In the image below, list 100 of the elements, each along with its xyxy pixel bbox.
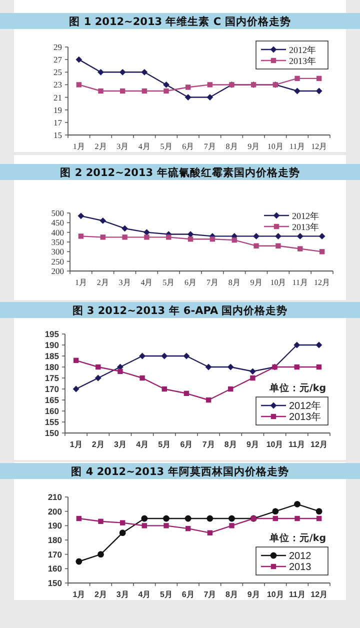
y-tick-label: 250 — [51, 256, 64, 266]
point — [229, 523, 234, 528]
point — [187, 231, 194, 238]
point — [228, 386, 234, 392]
chart-title: 图 4 2012~2013 年阿莫西林国内价格走势 — [71, 465, 289, 478]
y-tick-label: 160 — [44, 406, 60, 416]
point — [294, 76, 300, 82]
x-tick-label: 7月 — [202, 440, 215, 449]
point — [250, 375, 256, 381]
point — [141, 68, 148, 76]
y-tick-label: 170 — [48, 549, 62, 560]
point — [98, 518, 104, 524]
x-tick-label: 10月 — [266, 590, 284, 599]
legend-label: 2013年 — [289, 411, 322, 423]
point — [275, 233, 282, 240]
point — [162, 386, 167, 392]
point — [166, 234, 172, 240]
point — [316, 508, 322, 515]
point — [316, 342, 322, 348]
point — [185, 84, 191, 90]
point — [100, 234, 106, 240]
x-tick-label: 5月 — [160, 142, 172, 151]
x-tick-label: 11月 — [289, 590, 306, 599]
point — [254, 243, 259, 248]
point — [100, 218, 106, 224]
point — [210, 236, 216, 242]
point — [76, 516, 82, 522]
annotation: 单位：元/kg — [268, 382, 326, 394]
x-tick-label: 9月 — [248, 142, 260, 151]
point — [316, 516, 322, 522]
point — [76, 82, 82, 88]
point — [184, 515, 192, 522]
point — [184, 94, 192, 100]
point — [140, 375, 145, 381]
point — [316, 76, 322, 82]
x-tick-label: 9月 — [250, 278, 262, 287]
chart-title: 图 3 2012~2013 年 6-APA 国内价格走势 — [72, 304, 288, 317]
point — [122, 225, 128, 232]
x-tick-label: 5月 — [160, 590, 172, 599]
y-tick-label: 200 — [48, 506, 62, 516]
y-tick-label: 150 — [44, 428, 60, 438]
x-tick-label: 4月 — [138, 590, 151, 599]
x-tick-label: 4月 — [140, 278, 153, 287]
x-tick-label: 10月 — [270, 278, 286, 287]
x-tick-label: 12月 — [314, 278, 330, 287]
legend-label: 2013年 — [292, 222, 319, 232]
point — [319, 249, 325, 254]
point — [94, 374, 102, 382]
point — [161, 352, 168, 360]
point — [207, 82, 213, 88]
x-tick-label: 3月 — [116, 590, 129, 599]
point — [272, 516, 278, 522]
point — [142, 523, 148, 528]
point — [118, 368, 123, 374]
x-tick-label: 9月 — [246, 440, 259, 449]
chart-title: 图 2 2012~2013 年硫氰酸红霉素国内价格走势 — [60, 166, 300, 179]
y-tick-label: 185 — [44, 351, 60, 361]
legend-label: 2012年 — [292, 211, 319, 221]
x-tick-label: 8月 — [228, 278, 240, 287]
point — [120, 88, 126, 94]
y-tick-label: 15 — [54, 130, 62, 140]
point — [78, 234, 84, 239]
point — [163, 515, 170, 522]
point — [76, 558, 82, 565]
point — [294, 516, 300, 522]
point — [250, 368, 256, 375]
y-tick-label: 210 — [48, 492, 62, 502]
x-tick-label: 2月 — [92, 440, 104, 449]
point — [122, 234, 128, 240]
point — [183, 352, 190, 360]
y-tick-label: 190 — [44, 340, 60, 350]
x-tick-label: 10月 — [267, 142, 284, 151]
y-tick-label: 400 — [51, 227, 64, 238]
x-tick-label: 6月 — [182, 142, 194, 151]
point — [144, 229, 150, 236]
x-tick-label: 5月 — [158, 440, 171, 449]
x-tick-label: 8月 — [224, 440, 237, 449]
y-tick-label: 350 — [51, 237, 64, 247]
y-tick-label: 17 — [54, 117, 62, 128]
y-tick-label: 175 — [44, 373, 60, 383]
point — [294, 364, 300, 370]
point — [207, 530, 213, 536]
x-tick-label: 2月 — [94, 142, 107, 151]
y-tick-label: 19 — [54, 104, 62, 115]
legend-label: 2013 — [289, 562, 312, 573]
y-tick-label: 500 — [51, 208, 64, 218]
x-tick-label: 12月 — [310, 590, 328, 599]
y-tick-label: 200 — [51, 266, 64, 276]
x-tick-label: 10月 — [266, 440, 284, 449]
point — [253, 233, 260, 240]
y-tick-label: 450 — [51, 218, 64, 228]
point — [144, 234, 150, 240]
point — [316, 364, 322, 370]
point — [141, 515, 148, 522]
legend-label: 2012 — [289, 551, 312, 562]
y-tick-label: 170 — [44, 384, 60, 394]
x-tick-label: 6月 — [180, 440, 193, 449]
x-tick-label: 1月 — [72, 590, 86, 599]
x-tick-label: 11月 — [288, 440, 306, 449]
x-tick-label: 4月 — [136, 440, 149, 449]
